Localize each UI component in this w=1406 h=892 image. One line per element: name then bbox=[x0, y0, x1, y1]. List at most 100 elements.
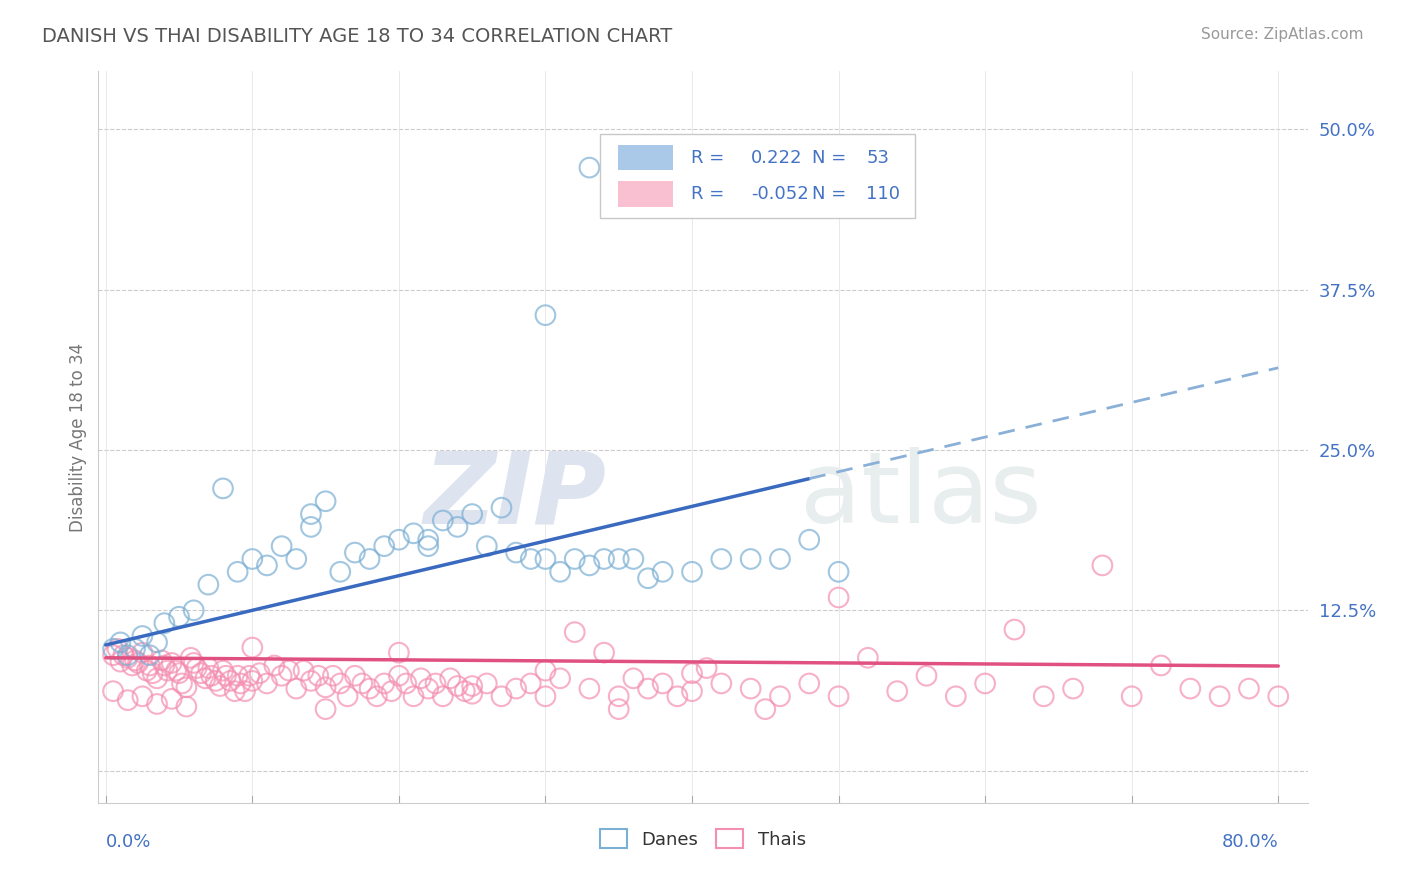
Point bbox=[534, 308, 557, 322]
Text: R =: R = bbox=[690, 149, 730, 167]
Point bbox=[593, 646, 616, 660]
Point bbox=[915, 669, 938, 683]
Point bbox=[418, 539, 440, 553]
Text: R =: R = bbox=[690, 186, 730, 203]
Point bbox=[117, 650, 139, 665]
Point bbox=[131, 690, 153, 704]
Point bbox=[534, 664, 557, 678]
Point bbox=[212, 664, 235, 678]
Point bbox=[215, 669, 238, 683]
Point bbox=[180, 650, 202, 665]
Point bbox=[183, 656, 205, 670]
Point bbox=[388, 533, 411, 547]
Point bbox=[607, 690, 630, 704]
Point bbox=[200, 669, 222, 683]
Point bbox=[425, 676, 447, 690]
Point bbox=[446, 520, 468, 534]
Text: atlas: atlas bbox=[800, 447, 1042, 544]
Point bbox=[256, 676, 278, 690]
Point bbox=[637, 571, 659, 585]
Point bbox=[395, 676, 418, 690]
Point bbox=[219, 673, 242, 688]
Point bbox=[135, 664, 157, 678]
Point bbox=[249, 666, 271, 681]
Text: N =: N = bbox=[811, 186, 852, 203]
Point bbox=[769, 690, 792, 704]
Point bbox=[146, 697, 169, 711]
Point bbox=[651, 565, 673, 579]
Point bbox=[769, 552, 792, 566]
Point bbox=[827, 591, 849, 605]
Point bbox=[186, 661, 208, 675]
Point bbox=[621, 552, 644, 566]
Point bbox=[402, 526, 425, 541]
Point bbox=[299, 507, 322, 521]
Point bbox=[110, 655, 132, 669]
Point bbox=[124, 641, 146, 656]
Point bbox=[505, 681, 527, 696]
Point bbox=[366, 690, 388, 704]
Point bbox=[432, 514, 454, 528]
Point bbox=[520, 552, 543, 566]
Point bbox=[359, 552, 381, 566]
Point bbox=[160, 656, 183, 670]
Point bbox=[285, 552, 308, 566]
Point bbox=[799, 676, 821, 690]
Point bbox=[593, 552, 616, 566]
Point bbox=[176, 699, 198, 714]
Point bbox=[446, 679, 468, 693]
Point bbox=[204, 673, 226, 688]
Point bbox=[278, 664, 301, 678]
Point bbox=[101, 641, 124, 656]
Point bbox=[229, 676, 252, 690]
Point bbox=[212, 482, 235, 496]
Point bbox=[621, 671, 644, 685]
Point bbox=[315, 681, 337, 695]
Point bbox=[520, 676, 543, 690]
Point bbox=[138, 648, 160, 663]
Point bbox=[607, 702, 630, 716]
Point bbox=[153, 658, 176, 673]
Point bbox=[827, 565, 849, 579]
Point bbox=[1180, 681, 1202, 696]
Point bbox=[110, 635, 132, 649]
FancyBboxPatch shape bbox=[600, 134, 915, 218]
Point bbox=[681, 684, 703, 698]
Point bbox=[475, 676, 498, 690]
Point bbox=[176, 681, 198, 695]
Point bbox=[1208, 690, 1230, 704]
Point bbox=[197, 577, 219, 591]
Point bbox=[197, 661, 219, 675]
Point bbox=[307, 669, 329, 683]
Point bbox=[285, 681, 308, 696]
Point bbox=[194, 671, 217, 685]
Point bbox=[418, 533, 440, 547]
Point bbox=[454, 684, 477, 698]
Point bbox=[238, 669, 260, 683]
Point bbox=[240, 552, 263, 566]
Point bbox=[124, 653, 146, 667]
Point bbox=[167, 609, 190, 624]
Point bbox=[150, 653, 173, 667]
Point bbox=[491, 500, 513, 515]
FancyBboxPatch shape bbox=[619, 145, 672, 170]
Point bbox=[380, 684, 402, 698]
Point bbox=[183, 603, 205, 617]
Text: 0.0%: 0.0% bbox=[105, 833, 150, 851]
Point bbox=[1004, 623, 1026, 637]
Text: Source: ZipAtlas.com: Source: ZipAtlas.com bbox=[1201, 27, 1364, 42]
Point bbox=[226, 669, 249, 683]
Point bbox=[637, 681, 659, 696]
Text: 110: 110 bbox=[866, 186, 900, 203]
Point bbox=[439, 671, 461, 685]
Point bbox=[121, 658, 143, 673]
Point bbox=[607, 552, 630, 566]
Point bbox=[190, 666, 212, 681]
Point bbox=[1237, 681, 1260, 696]
Point bbox=[270, 539, 292, 553]
Point bbox=[548, 671, 571, 685]
Point bbox=[681, 565, 703, 579]
Point bbox=[131, 629, 153, 643]
Point bbox=[666, 690, 689, 704]
Point bbox=[343, 669, 366, 683]
